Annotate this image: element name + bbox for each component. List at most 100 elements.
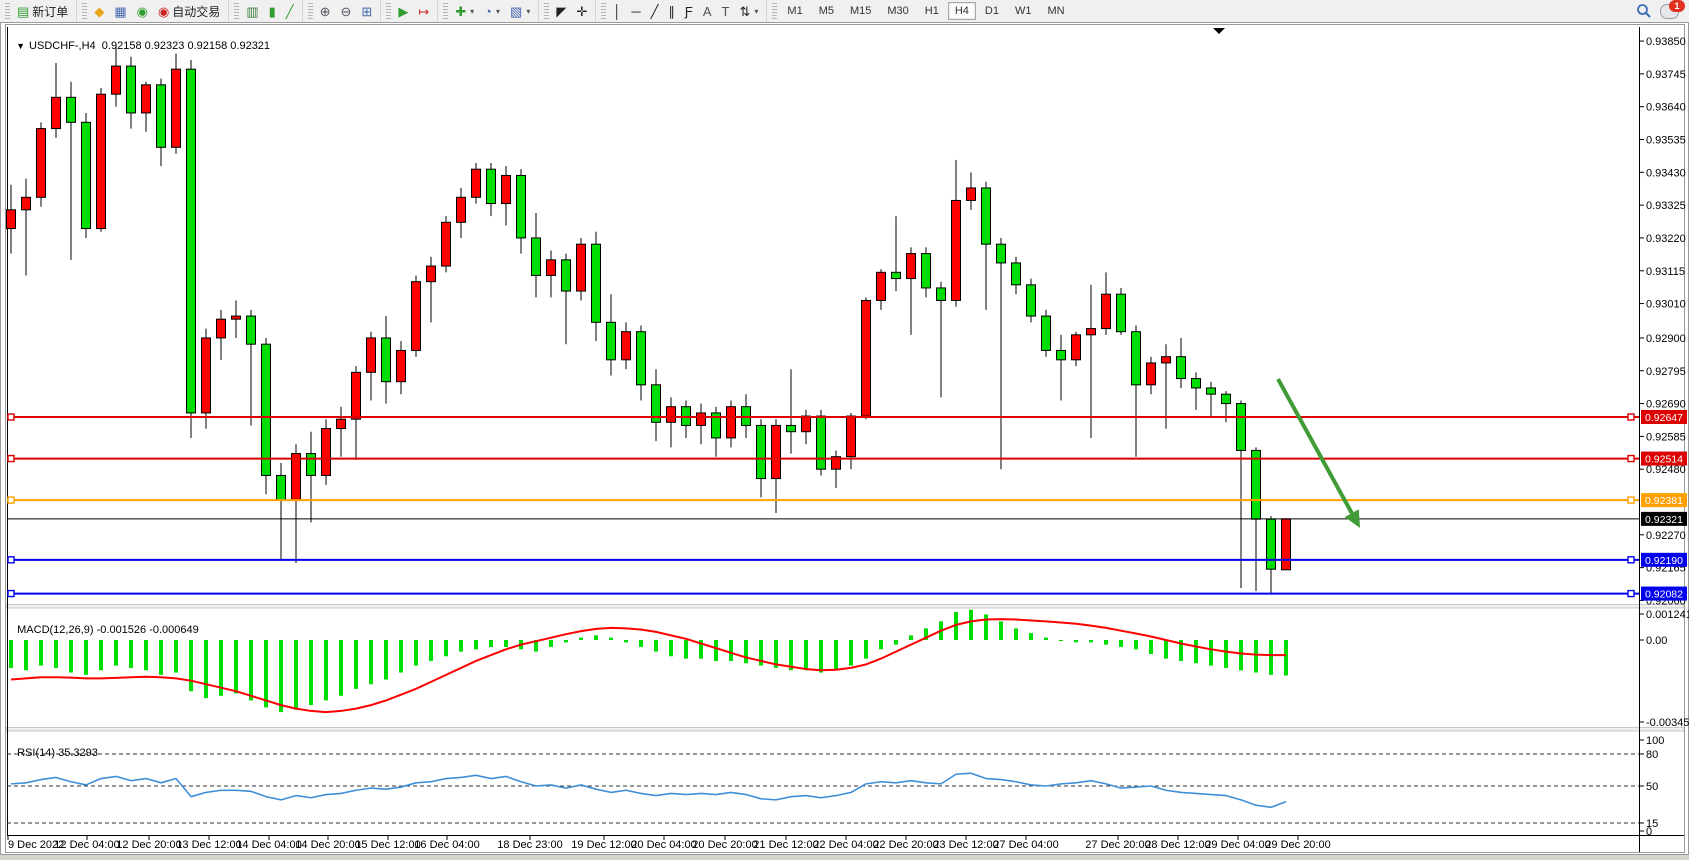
text-icon[interactable]: A — [698, 1, 717, 21]
candle-up — [846, 415, 856, 458]
timeframe-m5-button[interactable]: M5 — [818, 5, 834, 17]
line-handle[interactable] — [7, 589, 15, 598]
toolbar-grip[interactable] — [443, 3, 449, 19]
candle-up — [36, 128, 46, 198]
timeframe-w1-button[interactable]: W1 — [1014, 5, 1032, 17]
candle-down — [306, 453, 316, 476]
toolbar-grip[interactable] — [772, 3, 778, 19]
candlestick-icon: ▮ — [268, 3, 276, 19]
line-handle[interactable] — [7, 556, 15, 564]
macd-hist-bar — [954, 612, 958, 640]
timeframe-toolbar: M1 M5 M15 M30 H1 H4 D1 W1 MN — [766, 0, 1075, 22]
timeframe-m30-button[interactable]: M30 — [887, 5, 909, 17]
price-tick-label: 0.92900 — [1646, 333, 1686, 345]
chart-shift-icon[interactable]: ↦ — [413, 1, 434, 21]
indicators-icon[interactable]: ✚ ▾ — [450, 1, 479, 21]
chart-shift-marker[interactable] — [1213, 28, 1225, 34]
price-axis[interactable]: 0.93850 0.93745 0.93640 0.93535 0.93430 0.933… — [1639, 36, 1686, 607]
line-handle[interactable] — [1627, 454, 1635, 463]
collapse-chart-icon[interactable]: ▼ — [16, 41, 26, 51]
time-tick-label: 14 Dec 20:00 — [295, 839, 360, 851]
zoom-in-icon[interactable]: ⊕ — [315, 1, 336, 21]
candle-up — [291, 453, 301, 501]
macd-hist-bar — [849, 640, 853, 666]
rsi-line — [10, 772, 1287, 809]
toolbar-grip[interactable] — [82, 3, 88, 19]
templates-icon[interactable]: ▧ ▾ — [505, 1, 535, 21]
macd-hist-bar — [114, 640, 118, 666]
macd-hist-bar — [699, 640, 703, 659]
macd-hist-bar — [129, 640, 133, 668]
arrows-icon[interactable]: ⇅ ▾ — [734, 1, 763, 21]
tile-windows-icon[interactable]: ⊞ — [356, 1, 377, 21]
trendline-icon[interactable]: ╱ — [646, 1, 664, 21]
timeframe-mn-button[interactable]: MN — [1047, 5, 1065, 17]
horizontal-line-0.92082[interactable]: 0.92082 — [7, 586, 1687, 601]
horizontal-line-0.92514[interactable]: 0.92514 — [7, 451, 1687, 466]
horizontal-line-0.92381[interactable]: 0.92381 — [7, 493, 1687, 508]
line-handle[interactable] — [7, 413, 15, 421]
toolbar-grip[interactable] — [307, 3, 313, 19]
rsi-panel-splitter[interactable] — [5, 727, 1685, 732]
candle-down — [816, 415, 826, 470]
horizontal-line-icon[interactable]: ─ — [626, 1, 645, 21]
timeframe-m1-button[interactable]: M1 — [787, 5, 803, 17]
time-tick-label: 16 Dec 04:00 — [414, 839, 479, 851]
search-icon[interactable] — [1636, 3, 1652, 19]
time-tick-label: 28 Dec 12:00 — [1145, 839, 1210, 851]
timeframe-h4-button[interactable]: H4 — [947, 2, 976, 20]
toolbar-grip[interactable] — [234, 3, 240, 19]
line-handle[interactable] — [1627, 556, 1635, 564]
crosshair-icon[interactable]: ✛ — [571, 1, 592, 21]
candlestick-icon[interactable]: ▮ — [264, 1, 281, 21]
autotrading-button[interactable]: ◉ 自动交易 — [153, 1, 225, 21]
bar-chart-icon[interactable]: ▥ — [241, 1, 263, 21]
toolbar-grip[interactable] — [544, 3, 550, 19]
new-order-button[interactable]: ▤ 新订单 — [12, 1, 73, 21]
horizontal-line-0.92321[interactable]: 0.92321 — [7, 511, 1687, 526]
line-chart-icon[interactable]: ╱ — [281, 1, 299, 21]
line-handle[interactable] — [1627, 413, 1635, 421]
macd-hist-bar — [999, 621, 1003, 640]
line-handle[interactable] — [7, 454, 15, 463]
candle-up — [321, 428, 331, 476]
candle-down — [186, 68, 196, 414]
chevron-down-icon[interactable]: ▾ — [470, 6, 475, 16]
line-handle[interactable] — [1627, 589, 1635, 598]
candle-down — [711, 412, 721, 439]
vertical-line-icon[interactable]: │ — [608, 1, 626, 21]
text-label-icon[interactable]: T — [717, 1, 735, 21]
candle-down — [606, 321, 616, 361]
signal-icon[interactable]: ◉ — [132, 1, 153, 21]
trend-arrow[interactable] — [1276, 378, 1360, 528]
timeframe-h1-button[interactable]: H1 — [924, 5, 939, 17]
periods-icon[interactable]: ◔ ▾ — [479, 1, 505, 21]
horizontal-line-0.92190[interactable]: 0.92190 — [7, 552, 1687, 567]
cursor-icon[interactable]: ◤ — [551, 1, 571, 21]
messages-icon[interactable]: 1 — [1660, 0, 1685, 19]
line-handle[interactable] — [7, 496, 15, 504]
horizontal-line-0.92647[interactable]: 0.92647 — [7, 410, 1687, 424]
toolbar-grip[interactable] — [601, 3, 607, 19]
line-price-label: 0.92647 — [1645, 412, 1683, 424]
chart-ohlc-header: ▼ USDCHF-,H4 0.92158 0.92323 0.92158 0.92… — [10, 28, 270, 52]
profile-icon[interactable]: ◆ — [89, 1, 109, 21]
price-tick-label: 0.92690 — [1646, 399, 1686, 411]
timeframe-d1-button[interactable]: D1 — [984, 5, 999, 17]
macd-panel-splitter[interactable] — [5, 604, 1685, 609]
chevron-down-icon[interactable]: ▾ — [754, 6, 759, 16]
candle-down — [981, 187, 991, 245]
chart-window-icon[interactable]: ▦ — [109, 1, 131, 21]
auto-scroll-icon[interactable]: ▶ — [393, 1, 413, 21]
zoom-out-icon[interactable]: ⊖ — [336, 1, 357, 21]
candle-up — [1281, 518, 1291, 571]
chevron-down-icon[interactable]: ▾ — [526, 6, 531, 16]
chevron-down-icon[interactable]: ▾ — [496, 6, 501, 16]
timeframe-m15-button[interactable]: M15 — [849, 5, 872, 17]
toolbar-grip[interactable] — [386, 3, 392, 19]
toolbar-grip[interactable] — [5, 3, 10, 19]
channel-icon[interactable]: ∥ — [663, 1, 680, 21]
fibonacci-icon[interactable]: Ƒ — [680, 1, 698, 21]
line-handle[interactable] — [1627, 496, 1635, 504]
